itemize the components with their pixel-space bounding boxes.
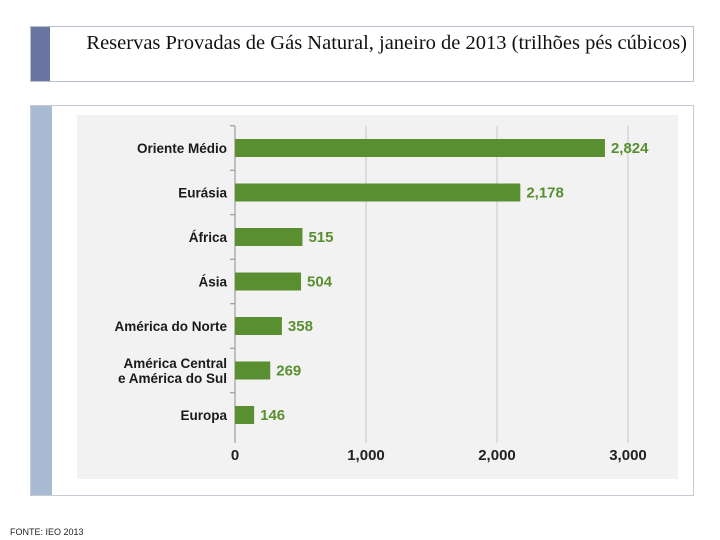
- value-label: 146: [260, 407, 285, 424]
- chart-panel: 0 1,000 2,000 3,000 Oriente Médio 2,824 Eurási…: [77, 115, 678, 479]
- slide-title: Reservas Provadas de Gás Natural, janeir…: [86, 32, 687, 54]
- bar: [235, 406, 255, 424]
- x-tick-label: 0: [231, 447, 239, 464]
- title-box: Reservas Provadas de Gás Natural, janeir…: [30, 26, 694, 82]
- value-label: 2,824: [611, 140, 649, 157]
- bar: [235, 317, 282, 335]
- category-label: América do Norte: [114, 319, 227, 334]
- x-tick-label: 2,000: [478, 447, 516, 464]
- bar: [235, 361, 271, 380]
- bar-chart: 0 1,000 2,000 3,000 Oriente Médio 2,824 Eurási…: [114, 125, 649, 464]
- category-label: Europa: [180, 408, 227, 423]
- category-label: Eurásia: [178, 186, 227, 201]
- value-label: 269: [276, 363, 301, 380]
- source-note: FONTE: IEO 2013: [10, 527, 84, 537]
- category-label: Ásia: [198, 275, 227, 290]
- bar: [235, 139, 605, 157]
- category-label: Oriente Médio: [137, 141, 227, 156]
- bar: [235, 272, 302, 291]
- category-label: África: [189, 230, 228, 245]
- value-label: 2,178: [526, 185, 564, 202]
- x-tick-label: 1,000: [347, 447, 385, 464]
- bar: [235, 228, 303, 246]
- category-label: América Central e América do Sul: [118, 356, 227, 386]
- value-label: 358: [288, 318, 313, 335]
- value-label: 515: [308, 229, 333, 246]
- x-tick-label: 3,000: [609, 447, 647, 464]
- title-accent-bar: [31, 27, 50, 81]
- content-accent-bar: [31, 106, 52, 495]
- bar: [235, 183, 521, 202]
- value-label: 504: [307, 274, 333, 291]
